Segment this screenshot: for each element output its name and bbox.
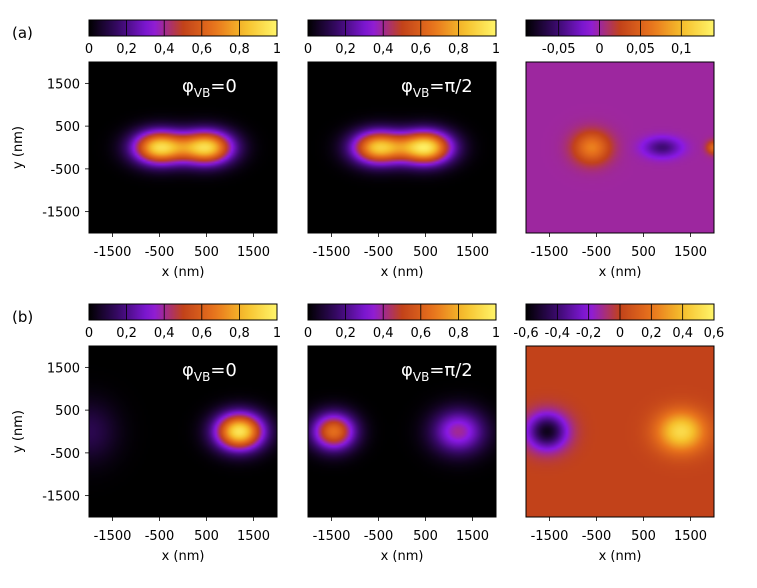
y-axis-label-a1: y (nm) xyxy=(11,126,26,169)
colorbar-tick-label-a2-0: 0 xyxy=(304,42,312,57)
annotation-b1: φVB=0 xyxy=(182,360,237,384)
x-tick-label-b2-2: 500 xyxy=(413,529,438,544)
y-tick-label-b1-3: -1500 xyxy=(42,490,80,505)
y-axis-label-b1: y (nm) xyxy=(11,410,26,453)
panel-a2: φVB=π/2 xyxy=(307,19,497,237)
heatmap-b3 xyxy=(526,346,714,517)
x-tick-label-b2-3: 1500 xyxy=(456,529,489,544)
colorbar-tick-label-b2-5: 1 xyxy=(492,326,500,341)
heatmap-a3 xyxy=(526,62,714,233)
panel-b3 xyxy=(525,303,715,521)
x-tick-label-b2-0: -1500 xyxy=(313,529,351,544)
x-axis-label-a3: x (nm) xyxy=(599,265,642,280)
colorbar-tick-label-b1-3: 0,6 xyxy=(191,326,212,341)
y-tick-label-a1-0: 1500 xyxy=(47,77,80,92)
x-tick-label-a3-0: -1500 xyxy=(531,245,569,260)
colorbar-tick-label-a2-2: 0,4 xyxy=(373,42,394,57)
colorbar-a1 xyxy=(88,19,278,37)
x-tick-label-a2-2: 500 xyxy=(413,245,438,260)
x-tick-label-b1-1: -500 xyxy=(145,529,175,544)
annotation-a2: φVB=π/2 xyxy=(401,76,473,100)
x-tick-label-b3-2: 500 xyxy=(631,529,656,544)
heatmap-b2 xyxy=(308,346,496,517)
y-tick-label-b1-0: 1500 xyxy=(47,361,80,376)
colorbar-b2 xyxy=(307,303,497,321)
x-axis-label-b3: x (nm) xyxy=(599,549,642,564)
x-tick-label-b2-1: -500 xyxy=(364,529,394,544)
colorbar-tick-label-a1-5: 1 xyxy=(273,42,281,57)
colorbar-tick-label-b3-3: 0 xyxy=(616,326,624,341)
colorbar-tick-label-b3-5: 0,4 xyxy=(672,326,693,341)
panel-b2: φVB=π/2 xyxy=(307,303,497,521)
x-axis-label-b2: x (nm) xyxy=(381,549,424,564)
y-tick-label-b1-1: 500 xyxy=(55,404,80,419)
panel-a1: φVB=0 xyxy=(85,19,278,237)
colorbar-tick-label-b3-0: -0,6 xyxy=(513,326,538,341)
colorbar-tick-label-a3-2: 0,05 xyxy=(626,42,655,57)
colorbar-tick-label-a2-4: 0,8 xyxy=(448,42,469,57)
x-tick-label-a1-1: -500 xyxy=(145,245,175,260)
x-axis-label-a1: x (nm) xyxy=(162,265,205,280)
colorbar-tick-label-a2-1: 0,2 xyxy=(335,42,356,57)
annotation-b2: φVB=π/2 xyxy=(401,360,473,384)
x-tick-label-b1-3: 1500 xyxy=(237,529,270,544)
colorbar-tick-label-b3-1: -0,4 xyxy=(545,326,570,341)
x-tick-label-b3-3: 1500 xyxy=(674,529,707,544)
panel-b1: φVB=0 xyxy=(85,303,278,521)
colorbar-tick-label-a3-3: 0,1 xyxy=(671,42,692,57)
colorbar-tick-label-a1-4: 0,8 xyxy=(229,42,250,57)
x-tick-label-b1-0: -1500 xyxy=(94,529,132,544)
colorbar-tick-label-a3-0: -0,05 xyxy=(542,42,576,57)
colorbar-tick-label-b1-1: 0,2 xyxy=(116,326,137,341)
y-tick-label-a1-3: -1500 xyxy=(42,206,80,221)
colorbar-tick-label-b2-3: 0,6 xyxy=(410,326,431,341)
colorbar-tick-label-b1-5: 1 xyxy=(273,326,281,341)
y-tick-label-a1-2: -500 xyxy=(50,163,80,178)
x-axis-label-b1: x (nm) xyxy=(162,549,205,564)
x-tick-label-a2-0: -1500 xyxy=(313,245,351,260)
colorbar-tick-label-a2-5: 1 xyxy=(492,42,500,57)
x-tick-label-a1-3: 1500 xyxy=(237,245,270,260)
colorbar-tick-label-b1-0: 0 xyxy=(85,326,93,341)
colorbar-tick-label-a1-2: 0,4 xyxy=(154,42,175,57)
x-tick-label-a1-2: 500 xyxy=(194,245,219,260)
colorbar-a3 xyxy=(525,19,715,37)
x-tick-label-b3-0: -1500 xyxy=(531,529,569,544)
x-axis-label-a2: x (nm) xyxy=(381,265,424,280)
x-tick-label-a3-2: 500 xyxy=(631,245,656,260)
heatmap-a2 xyxy=(308,62,496,233)
row-label-1: (b) xyxy=(12,308,33,326)
colorbar-tick-label-b2-4: 0,8 xyxy=(448,326,469,341)
x-tick-label-b1-2: 500 xyxy=(194,529,219,544)
colorbar-tick-label-b2-2: 0,4 xyxy=(373,326,394,341)
colorbar-tick-label-a3-1: 0 xyxy=(595,42,603,57)
annotation-a1: φVB=0 xyxy=(182,76,237,100)
x-tick-label-a3-1: -500 xyxy=(582,245,612,260)
colorbar-a2 xyxy=(307,19,497,37)
colorbar-tick-label-a1-1: 0,2 xyxy=(116,42,137,57)
x-tick-label-a2-1: -500 xyxy=(364,245,394,260)
colorbar-tick-label-a1-0: 0 xyxy=(85,42,93,57)
heatmap-a1 xyxy=(89,62,277,233)
colorbar-b1 xyxy=(88,303,278,321)
x-tick-label-b3-1: -500 xyxy=(582,529,612,544)
colorbar-tick-label-b3-2: -0,2 xyxy=(576,326,601,341)
x-tick-label-a3-3: 1500 xyxy=(674,245,707,260)
y-tick-label-a1-1: 500 xyxy=(55,120,80,135)
colorbar-tick-label-b3-4: 0,2 xyxy=(641,326,662,341)
heatmap-b1 xyxy=(89,346,277,517)
x-tick-label-a1-0: -1500 xyxy=(94,245,132,260)
colorbar-tick-label-b3-6: 0,6 xyxy=(704,326,725,341)
colorbar-tick-label-a1-3: 0,6 xyxy=(191,42,212,57)
row-label-0: (a) xyxy=(12,24,33,42)
colorbar-tick-label-b2-1: 0,2 xyxy=(335,326,356,341)
colorbar-tick-label-a2-3: 0,6 xyxy=(410,42,431,57)
colorbar-tick-label-b2-0: 0 xyxy=(304,326,312,341)
colorbar-tick-label-b1-4: 0,8 xyxy=(229,326,250,341)
colorbar-tick-label-b1-2: 0,4 xyxy=(154,326,175,341)
y-tick-label-b1-2: -500 xyxy=(50,447,80,462)
panel-a3 xyxy=(525,19,715,237)
x-tick-label-a2-3: 1500 xyxy=(456,245,489,260)
